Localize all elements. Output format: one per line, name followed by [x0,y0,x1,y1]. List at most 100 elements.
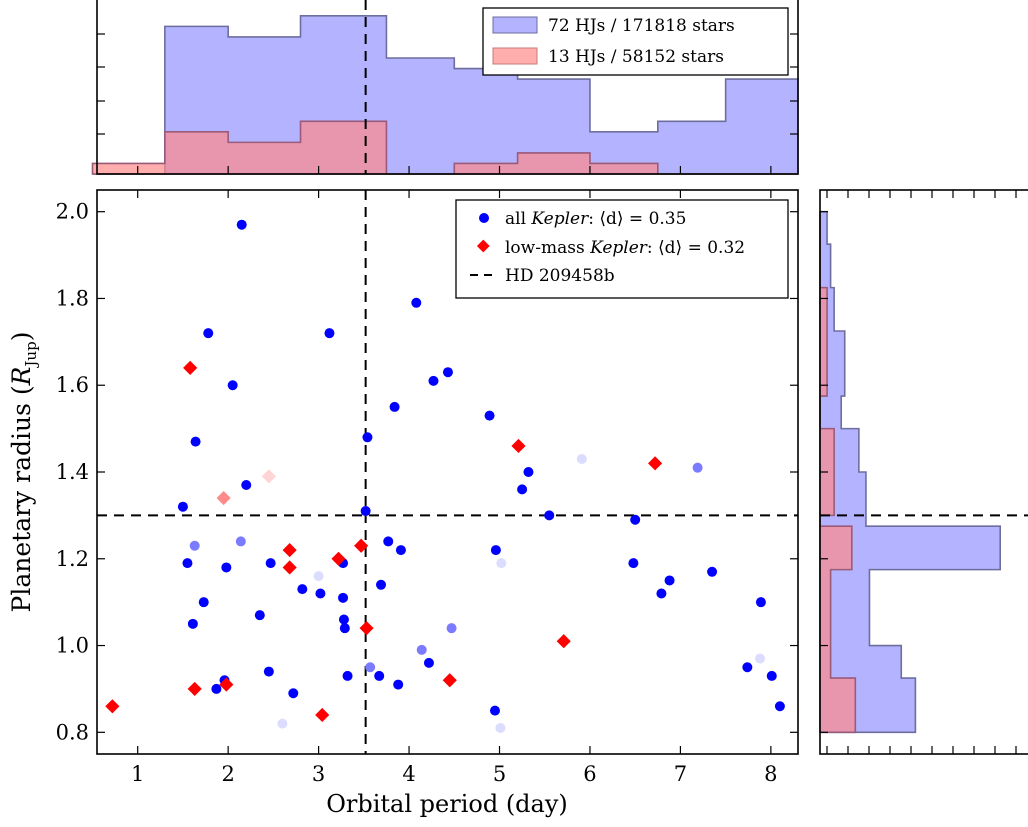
data-point [523,467,534,477]
main-plot-frame [96,189,799,755]
x-tick-label: 4 [402,762,415,786]
data-point [203,328,214,339]
legend-marker-all [479,213,489,223]
data-point [241,480,252,491]
data-point [342,670,353,681]
data-point [374,670,385,681]
data-point [235,536,246,547]
data-point [338,614,349,625]
data-point-diamond [511,438,526,454]
data-point-diamond [354,538,369,553]
x-tick-label: 2 [221,762,234,786]
data-point [446,623,457,634]
right-histogram-ticks [820,190,1017,754]
data-point [360,506,371,517]
y-tick-label: 1.6 [56,373,89,397]
legend-label-all: 72 HJs / 171818 stars [548,16,735,36]
data-point-diamond [219,677,234,692]
data-point [630,514,641,525]
data-point [263,666,274,677]
y-tick-label: 1.2 [56,547,89,571]
data-point [190,436,201,447]
data-point-diamond [105,699,120,714]
data-point [393,679,404,690]
data-points [105,219,785,733]
data-point [189,540,200,551]
data-point [428,375,439,386]
data-point [324,328,335,339]
x-tick-label: 6 [583,762,596,786]
right-histogram-lowmass [819,211,857,734]
data-point [664,575,675,586]
data-point [265,558,276,569]
data-point-diamond [282,560,297,575]
data-point [383,536,394,547]
top-histogram-frame [96,0,799,175]
data-point [495,722,506,733]
data-point [411,297,422,308]
data-point [187,618,198,629]
legend-swatch-all [492,16,538,34]
data-point [766,670,777,681]
data-point [297,584,308,595]
x-tick-label: 1 [131,762,144,786]
data-point [254,610,265,621]
data-point [755,597,766,608]
top-histogram: 72 HJs / 171818 stars 13 HJs / 58152 sta… [91,0,799,175]
x-tick-labels: 1 2 3 4 5 6 7 8 [131,762,778,786]
data-point [707,566,718,577]
data-point [227,380,238,391]
legend-swatch-lowmass [492,47,538,65]
data-point [656,588,667,599]
y-tick-label: 1.0 [56,634,89,658]
data-point-diamond [442,673,457,688]
data-point [496,558,507,569]
data-point [395,545,406,556]
data-point [544,510,555,521]
x-tick-label: 7 [674,762,687,786]
data-point [288,688,299,699]
y-tick-label: 2.0 [56,200,89,224]
data-point [221,562,232,573]
data-point [423,657,434,668]
data-point [198,597,209,608]
main-scatter: 1 2 3 4 5 6 7 8 0.8 1.0 1.2 1.4 1.6 1.8 2.0 all Keple… [7,189,799,818]
data-point-diamond [261,469,276,484]
data-point [628,558,639,569]
data-point [182,558,193,569]
data-point-diamond [216,490,231,506]
y-axis-label: Planetary radius (RJup) [7,332,40,613]
data-point [692,462,703,473]
legend-label-all-kepler: all Kepler: ⟨d⟩ = 0.35 [505,209,686,229]
data-point [742,662,753,673]
data-point-diamond [331,551,346,566]
data-point-diamond [359,621,374,636]
data-point [484,410,495,421]
data-point [339,623,350,634]
data-point [576,453,587,464]
data-point [277,718,288,729]
data-point-diamond [315,707,330,723]
data-point-diamond [187,681,202,696]
legend-label-lowmass-kepler: low-mass Kepler: ⟨d⟩ = 0.32 [505,238,745,258]
y-tick-label: 1.8 [56,286,89,310]
data-point-diamond [648,456,663,471]
scatter-legend-frame [455,199,789,299]
data-point [338,592,349,603]
legend-label-lowmass: 13 HJs / 58152 stars [548,47,724,67]
top-histogram-legend: 72 HJs / 171818 stars 13 HJs / 58152 sta… [482,7,789,76]
x-axis-label: Orbital period (day) [326,790,568,818]
x-tick-label: 3 [312,762,325,786]
y-tick-labels: 0.8 1.0 1.2 1.4 1.6 1.8 2.0 [56,200,89,745]
data-point [755,653,766,664]
data-point [362,432,373,443]
data-point [315,588,326,599]
data-point [490,545,501,556]
y-tick-label: 1.4 [56,460,89,484]
data-point [313,571,324,582]
x-tick-label: 5 [493,762,506,786]
data-point [236,219,247,230]
right-histogram [819,189,1028,755]
data-point [389,401,400,412]
